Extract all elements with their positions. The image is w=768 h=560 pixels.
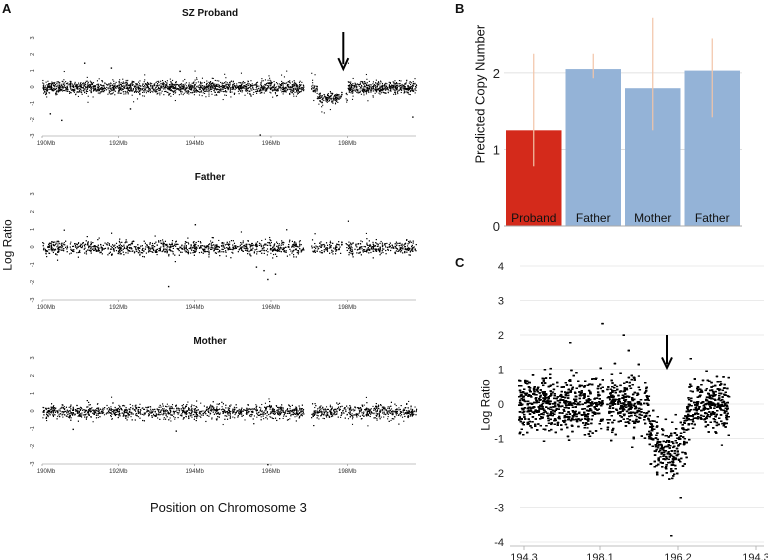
outlier-point xyxy=(194,224,197,226)
outlier-point xyxy=(274,273,277,275)
y-tick-label: 3 xyxy=(30,356,36,359)
bar-label: Proband xyxy=(511,211,556,225)
x-tick-label: 190Mb xyxy=(37,141,56,147)
y-tick-label: -2 xyxy=(494,468,504,480)
x-tick-label: 196Mb xyxy=(262,141,281,147)
outlier-point xyxy=(175,430,177,432)
outlier-point xyxy=(61,119,63,122)
data-points xyxy=(518,322,731,537)
outlier-point xyxy=(255,266,258,268)
y-tick-label: 2 xyxy=(30,210,36,213)
outlier-point xyxy=(267,464,269,466)
y-tick-label: -1 xyxy=(30,426,36,431)
y-tick-label: 1 xyxy=(30,69,36,72)
y-tick-label: -3 xyxy=(30,134,36,139)
bar-father xyxy=(565,69,621,226)
outlier-point xyxy=(167,285,170,288)
y-tick-label: 0 xyxy=(30,245,36,248)
y-tick-label: 1 xyxy=(30,392,36,395)
y-tick-label: -2 xyxy=(30,280,36,285)
outlier-point xyxy=(49,113,52,115)
y-tick-label: -3 xyxy=(30,298,36,303)
y-tick-label: -2 xyxy=(30,444,36,449)
outlier-point xyxy=(179,70,181,73)
y-tick-label: 0 xyxy=(30,409,36,412)
outlier-point xyxy=(267,278,269,281)
y-tick-label: 0 xyxy=(30,85,36,88)
x-tick-label: 194Mb xyxy=(185,469,204,475)
y-tick-label: 4 xyxy=(498,261,504,273)
panel-label-c: C xyxy=(455,255,465,270)
x-tick-label: 190Mb xyxy=(37,469,56,475)
plot-title-proband: SZ Proband xyxy=(181,8,239,19)
y-tick-label: -3 xyxy=(30,462,36,467)
y-tick-label: -3 xyxy=(494,503,504,515)
plot-title-mother: Mother xyxy=(193,336,227,347)
panel-a-xlabel: Position on Chromosome 3 xyxy=(150,500,307,515)
x-tick-label: 192Mb xyxy=(109,141,128,147)
x-tick-label: 192Mb xyxy=(109,469,128,475)
panel-label-b: B xyxy=(455,1,465,16)
outlier-point xyxy=(263,269,265,272)
y-tick-label: 2 xyxy=(493,66,500,81)
zoom-scatter: 4 3 2 1 0 -1 -2 -3 -4 194.3 198.1 196.2 194.3 xyxy=(494,261,768,560)
y-tick-label: -1 xyxy=(494,434,504,446)
y-tick-label: 2 xyxy=(30,374,36,377)
panel-label-a: A xyxy=(2,1,12,16)
bar-label: Father xyxy=(695,211,730,225)
outlier-point xyxy=(72,428,74,431)
y-tick-label: -1 xyxy=(30,262,36,267)
y-tick-label: -4 xyxy=(494,537,504,549)
y-tick-label: 3 xyxy=(30,36,36,39)
data-points xyxy=(42,220,417,263)
x-tick-label: 198.1 xyxy=(586,552,614,560)
x-tick-label: 192Mb xyxy=(109,305,128,311)
bar-label: Father xyxy=(576,211,611,225)
data-points xyxy=(42,396,418,427)
outlier-point xyxy=(259,134,261,136)
outlier-point xyxy=(83,62,86,64)
bar-label: Mother xyxy=(634,211,671,225)
deletion-arrow-head xyxy=(661,356,673,371)
y-tick-label: 3 xyxy=(498,296,504,308)
y-tick-label: 3 xyxy=(30,192,36,195)
y-tick-label: -2 xyxy=(30,117,36,122)
panel-a-ylabel: Log Ratio xyxy=(0,219,15,271)
bar-ylabel: Predicted Copy Number xyxy=(472,24,488,164)
y-tick-label: 1 xyxy=(493,142,500,157)
x-tick-label: 194Mb xyxy=(185,305,204,311)
y-tick-label: 1 xyxy=(498,365,504,377)
outlier-point xyxy=(412,116,414,118)
x-tick-label: 194Mb xyxy=(185,141,204,147)
y-tick-label: 0 xyxy=(498,399,504,411)
y-tick-label: 2 xyxy=(30,53,36,56)
x-tick-label: 196Mb xyxy=(262,469,281,475)
x-tick-label: 198Mb xyxy=(338,469,357,475)
x-tick-label: 194.3 xyxy=(510,552,538,560)
x-tick-label: 198Mb xyxy=(338,141,357,147)
x-tick-label: 196Mb xyxy=(262,305,281,311)
deletion-arrow-head xyxy=(337,57,350,72)
y-tick-label: -1 xyxy=(30,101,36,106)
y-tick-label: 0 xyxy=(493,219,500,234)
y-tick-label: 1 xyxy=(30,228,36,231)
plot-title-father: Father xyxy=(194,172,226,183)
x-tick-label: 194.3 xyxy=(742,552,768,560)
data-points xyxy=(42,62,418,114)
outlier-point xyxy=(110,67,113,69)
x-tick-label: 196.2 xyxy=(664,552,692,560)
bar-chart: 0 1 2 Proband Father Mother Father xyxy=(493,17,742,234)
x-tick-label: 198Mb xyxy=(338,305,357,311)
y-tick-label: 2 xyxy=(498,330,504,342)
x-tick-label: 190Mb xyxy=(37,305,56,311)
outlier-point xyxy=(129,108,132,110)
